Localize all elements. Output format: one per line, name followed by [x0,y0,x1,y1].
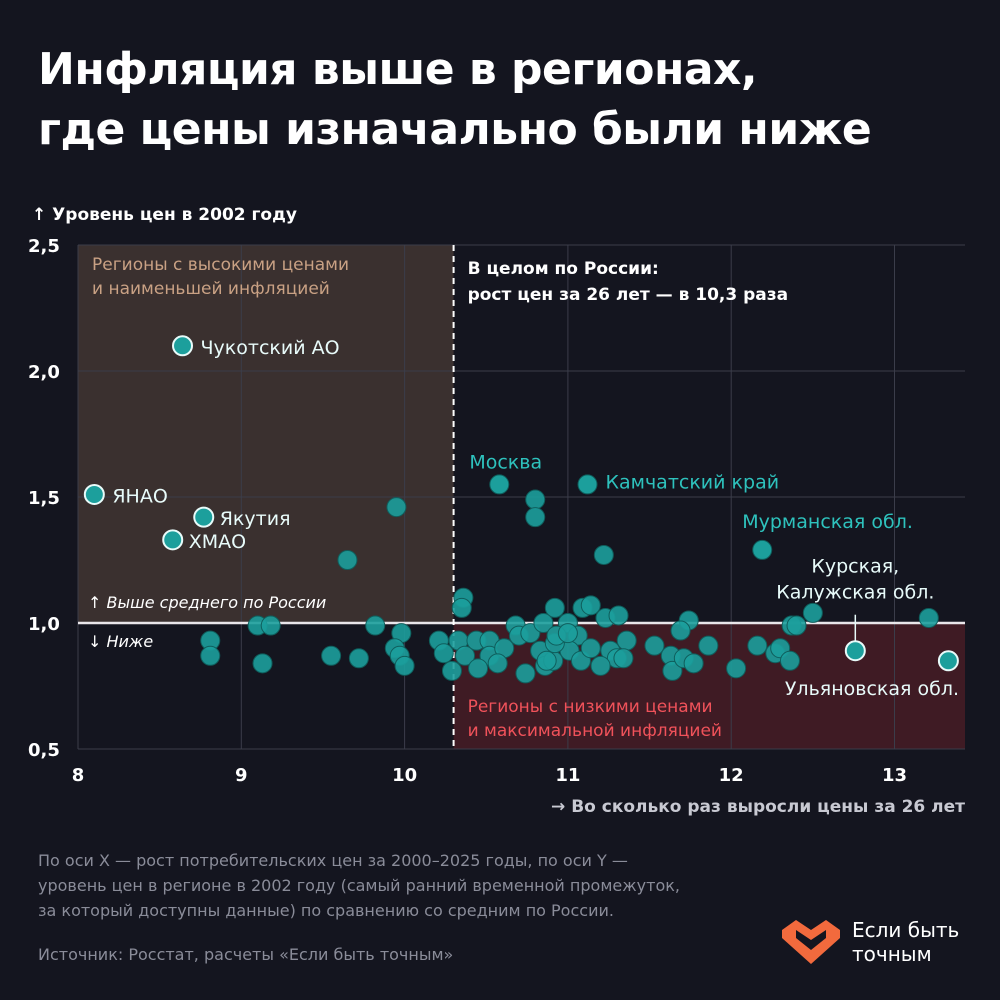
data-point [918,607,939,628]
x-tick-label: 12 [719,765,744,786]
data-point [451,597,472,618]
data-point [487,653,508,674]
data-point [726,658,747,679]
quadrant-high-label: Регионы с высокими ценами [92,255,349,275]
quadrant-low-label: и максимальной инфляцией [468,721,722,741]
data-point [580,595,601,616]
data-point [433,643,454,664]
data-point [337,550,358,570]
data-point [608,605,629,626]
data-point [441,660,462,681]
x-tick-label: 11 [555,765,580,786]
point-label: Ульяновская обл. [785,678,959,700]
data-point [533,613,554,633]
labeled-data-point [752,539,773,560]
y-tick-label: 1,5 [28,488,60,509]
data-point [468,658,489,679]
point-label: Курская, [811,556,899,578]
x-tick-label: 10 [392,765,417,786]
page-title: Инфляция выше в регионах, где цены изнач… [38,44,872,155]
x-tick-label: 13 [882,765,907,786]
point-label: Камчатский край [605,471,779,493]
labeled-data-point [193,506,215,528]
y-tick-label: 2,5 [28,236,60,257]
footnote: По оси X — рост потребительских цен за 2… [38,851,680,920]
labeled-data-point [489,474,510,495]
brand-logo: Если быть точным [782,918,959,966]
labeled-data-point [577,474,598,495]
data-point [616,630,637,651]
labeled-data-point [937,650,959,672]
y-tick-label: 0,5 [28,740,60,761]
reference-note: рост цен за 26 лет — в 10,3 раза [468,285,789,305]
quadrant-high-label: и наименьшей инфляцией [92,279,330,299]
data-point [252,653,273,674]
point-label: Москва [469,451,542,473]
quadrant-high-prices [78,245,454,623]
data-point [698,635,719,656]
data-point [260,615,281,636]
data-point [200,645,221,666]
data-point [394,655,415,676]
data-point [348,648,369,669]
data-point [365,615,386,636]
above-average-note: ↑ Выше среднего по России [88,593,326,612]
reference-note: В целом по России: [468,259,659,279]
labeled-data-point [844,640,866,662]
data-point [779,650,800,671]
source-note: Источник: Росстат, расчеты «Если быть то… [38,945,454,964]
point-label: Чукотский АО [201,337,340,359]
data-point [590,655,611,676]
data-point [670,620,691,641]
labeled-data-point [162,529,184,551]
data-point [613,648,634,669]
y-tick-label: 2,0 [28,362,60,383]
data-point [593,544,614,565]
data-point [525,489,546,510]
data-point [525,507,546,528]
data-point [536,650,557,671]
quadrant-low-label: Регионы с низкими ценами [468,697,713,717]
data-point [662,660,683,681]
data-point [515,663,536,684]
data-point [386,497,407,518]
data-point [747,635,768,656]
data-point [786,615,807,636]
heart-logo-icon [782,920,840,964]
point-label: Мурманская обл. [742,511,913,533]
x-axis-label: → Во сколько раз выросли цены за 26 лет [551,797,965,817]
labeled-data-point [83,483,105,505]
data-point [683,653,704,674]
data-point [580,638,601,659]
data-point [321,645,342,666]
point-label: ХМАО [189,531,246,553]
x-tick-label: 9 [235,765,248,786]
point-label: ЯНАО [112,485,167,507]
x-tick-label: 8 [72,765,85,786]
y-tick-label: 1,0 [28,614,60,635]
data-point [802,602,823,623]
data-point [644,635,665,656]
point-label: Якутия [220,508,291,530]
data-point [544,597,565,618]
y-axis-label: ↑ Уровень цен в 2002 году [32,205,297,225]
below-average-note: ↓ Ниже [88,632,153,651]
point-label: Калужская обл. [776,582,934,604]
data-point [557,623,578,644]
data-point [455,645,476,666]
labeled-data-point [172,335,194,357]
